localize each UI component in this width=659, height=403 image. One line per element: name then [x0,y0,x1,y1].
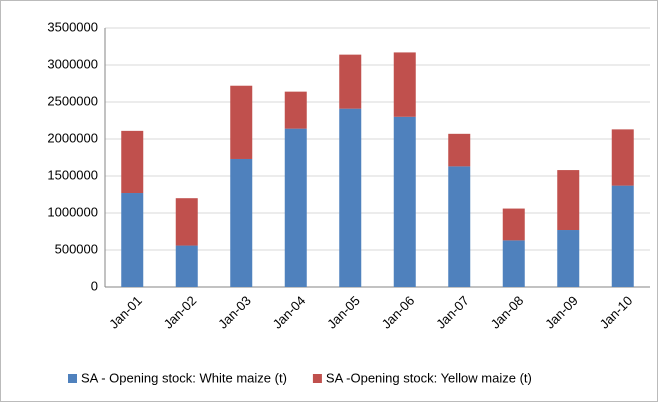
y-tick-label: 2500000 [47,93,98,108]
y-tick-label: 0 [91,278,98,293]
y-tick-label: 3000000 [47,56,98,71]
y-tick-label: 1500000 [47,167,98,182]
bar-segment [557,170,580,231]
legend-swatch [68,374,77,383]
bar-segment [175,198,198,246]
bar-segment [284,128,307,287]
bar-segment [175,245,198,287]
bar-segment [611,129,634,186]
bar-segment [557,230,580,287]
bar-segment [121,193,144,287]
bar-segment [339,108,362,287]
y-tick-label: 500000 [55,241,98,256]
bar-segment [284,91,307,129]
bar-segment [121,130,144,194]
legend-label: SA -Opening stock: Yellow maize (t) [326,370,532,385]
y-tick-label: 2000000 [47,130,98,145]
bar-segment [502,240,525,287]
bar-segment [611,185,634,287]
bar-segment [230,158,253,287]
bar-segment [448,133,471,167]
bar-segment [502,208,525,241]
bar-segment [393,116,416,287]
y-tick-label: 1000000 [47,204,98,219]
bar-segment [230,85,253,159]
bar-segment [339,54,362,109]
legend-label: SA - Opening stock: White maize (t) [81,370,287,385]
bar-segment [393,52,416,117]
legend-swatch [312,374,322,383]
y-tick-label: 3500000 [47,19,98,34]
bar-segment [448,166,471,287]
